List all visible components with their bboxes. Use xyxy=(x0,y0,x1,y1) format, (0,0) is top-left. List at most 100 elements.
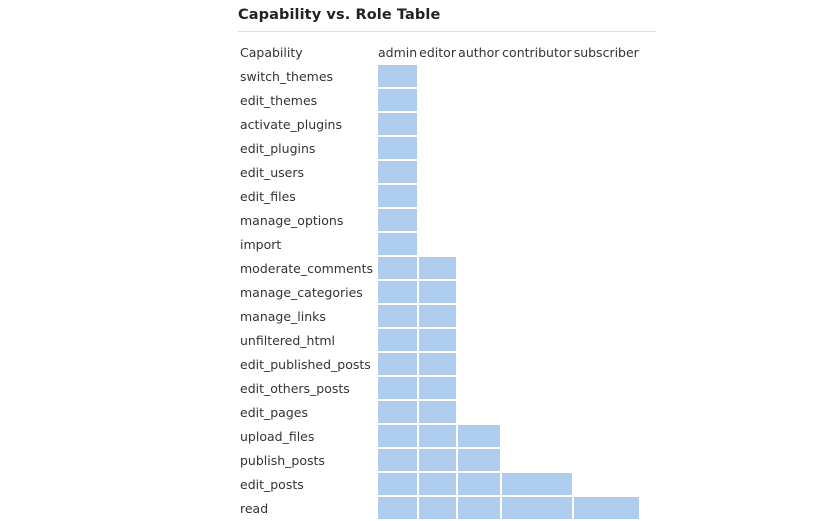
granted-cell xyxy=(419,377,457,399)
empty-cell xyxy=(458,65,500,87)
capability-name: moderate_comments xyxy=(240,260,373,276)
granted-cell xyxy=(378,281,418,303)
granted-cell xyxy=(378,65,418,87)
empty-cell xyxy=(458,401,500,423)
empty-cell xyxy=(458,281,500,303)
granted-cell xyxy=(378,473,418,495)
empty-cell xyxy=(419,233,456,255)
capability-name: unfiltered_html xyxy=(240,332,335,348)
empty-cell xyxy=(574,209,639,231)
table-row: edit_pages xyxy=(240,401,639,423)
empty-cell xyxy=(458,161,500,183)
empty-cell xyxy=(574,473,639,495)
capability-role-panel: Capability vs. Role Table Capability adm… xyxy=(238,0,656,521)
granted-cell xyxy=(378,257,418,279)
table-row: import xyxy=(240,233,639,255)
granted-cell xyxy=(458,497,501,519)
table-row: edit_plugins xyxy=(240,137,639,159)
empty-cell xyxy=(419,89,456,111)
empty-cell xyxy=(502,281,572,303)
granted-cell xyxy=(378,233,418,255)
granted-cell xyxy=(458,473,501,495)
empty-cell xyxy=(574,161,639,183)
granted-cell xyxy=(378,209,418,231)
granted-cell xyxy=(502,497,572,519)
granted-cell xyxy=(378,425,418,447)
empty-cell xyxy=(502,305,572,327)
granted-cell xyxy=(378,161,418,183)
granted-cell xyxy=(419,449,457,471)
granted-cell xyxy=(378,353,418,375)
capability-name: edit_files xyxy=(240,188,296,204)
column-header-subscriber: subscriber xyxy=(573,44,639,60)
column-header-capability: Capability xyxy=(240,44,303,60)
empty-cell xyxy=(419,113,456,135)
granted-cell xyxy=(419,425,457,447)
capability-name: manage_categories xyxy=(240,284,363,300)
granted-cell xyxy=(378,137,418,159)
empty-cell xyxy=(502,425,572,447)
empty-cell xyxy=(502,449,572,471)
granted-cell xyxy=(573,497,639,519)
empty-cell xyxy=(458,329,500,351)
column-header-author: author xyxy=(458,44,500,60)
empty-cell xyxy=(458,209,500,231)
granted-cell xyxy=(419,401,457,423)
table-row: edit_others_posts xyxy=(240,377,639,399)
capability-name: edit_themes xyxy=(240,92,318,108)
granted-cell xyxy=(419,257,457,279)
capability-name: manage_options xyxy=(240,212,344,228)
empty-cell xyxy=(574,377,639,399)
granted-cell xyxy=(419,281,457,303)
granted-cell xyxy=(458,449,501,471)
empty-cell xyxy=(574,113,639,135)
table-row: read xyxy=(240,497,639,519)
table-row: edit_themes xyxy=(240,89,639,111)
empty-cell xyxy=(502,161,572,183)
capability-name: edit_plugins xyxy=(240,140,316,156)
granted-cell xyxy=(419,353,457,375)
empty-cell xyxy=(574,89,639,111)
granted-cell xyxy=(378,185,418,207)
page-title: Capability vs. Role Table xyxy=(238,7,441,23)
empty-cell xyxy=(458,305,500,327)
empty-cell xyxy=(458,233,500,255)
empty-cell xyxy=(458,137,500,159)
column-header-editor: editor xyxy=(419,44,456,60)
empty-cell xyxy=(574,305,639,327)
capability-name: edit_users xyxy=(240,164,305,180)
empty-cell xyxy=(458,257,500,279)
empty-cell xyxy=(502,329,572,351)
empty-cell xyxy=(502,89,572,111)
granted-cell xyxy=(458,425,501,447)
empty-cell xyxy=(502,113,572,135)
title-divider xyxy=(238,31,656,32)
empty-cell xyxy=(574,281,639,303)
empty-cell xyxy=(419,209,456,231)
table-header: Capability admin editor author contributor s… xyxy=(240,41,639,63)
granted-cell xyxy=(378,401,418,423)
empty-cell xyxy=(574,329,639,351)
empty-cell xyxy=(502,257,572,279)
header-row: Capability admin editor author contributor s… xyxy=(240,41,639,63)
capability-name: manage_links xyxy=(240,308,326,324)
table-row: switch_themes xyxy=(240,65,639,87)
table-row: edit_users xyxy=(240,161,639,183)
capability-name: publish_posts xyxy=(240,452,325,468)
table-row: edit_files xyxy=(240,185,639,207)
empty-cell xyxy=(419,137,456,159)
capability-name: switch_themes xyxy=(240,68,334,84)
column-header-admin: admin xyxy=(378,44,418,60)
empty-cell xyxy=(502,65,572,87)
capability-role-table: Capability admin editor author contributor s… xyxy=(238,39,641,521)
empty-cell xyxy=(502,137,572,159)
empty-cell xyxy=(502,401,572,423)
granted-cell xyxy=(502,473,572,495)
empty-cell xyxy=(419,161,456,183)
table-row: edit_published_posts xyxy=(240,353,639,375)
granted-cell xyxy=(378,305,418,327)
table-row: manage_categories xyxy=(240,281,639,303)
empty-cell xyxy=(502,209,572,231)
empty-cell xyxy=(574,425,639,447)
granted-cell xyxy=(419,473,457,495)
